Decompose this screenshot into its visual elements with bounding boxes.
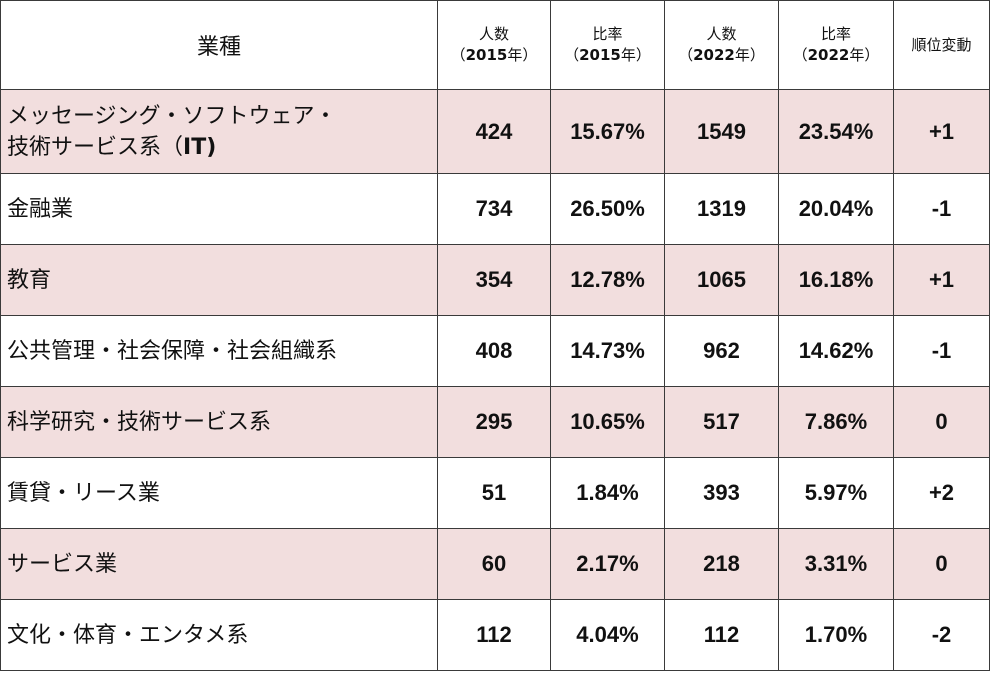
count-2022-cell: 1065	[664, 244, 779, 316]
industry-cell: 科学研究・技術サービス系	[0, 386, 438, 458]
header-row: 業種 人数 （2015年） 比率 （2015年） 人数 （2022年） 比率 （…	[0, 0, 990, 90]
count-2022-cell: 1319	[664, 173, 779, 245]
ratio-2015-cell: 26.50%	[550, 173, 665, 245]
header-label: 人数	[706, 25, 737, 43]
industry-line-1: メッセージング・ソフトウェア・	[7, 103, 337, 129]
count-2015-cell: 424	[437, 89, 551, 174]
rank-change-cell: -2	[893, 599, 990, 671]
ratio-2015-cell: 14.73%	[550, 315, 665, 387]
count-2022-cell: 1549	[664, 89, 779, 174]
count-2015-cell: 354	[437, 244, 551, 316]
industry-cell: 賃貸・リース業	[0, 457, 438, 529]
header-year: 2022	[693, 46, 735, 64]
paren-close: ）	[864, 46, 880, 64]
count-2022-cell: 393	[664, 457, 779, 529]
rank-change-cell: 0	[893, 528, 990, 600]
table-row: 賃貸・リース業 51 1.84% 393 5.97% +2	[0, 457, 990, 529]
header-year-unit: 年	[620, 46, 636, 64]
industry-cell: 文化・体育・エンタメ系	[0, 599, 438, 671]
ratio-2015-cell: 15.67%	[550, 89, 665, 174]
paren-open: （	[450, 46, 466, 64]
header-label: 比率	[592, 25, 623, 43]
industry-line-2: 技術サービス系（IT)	[7, 132, 437, 163]
header-year: 2015	[465, 46, 508, 64]
ratio-2022-cell: 1.70%	[778, 599, 894, 671]
industry-cell: メッセージング・ソフトウェア・ 技術サービス系（IT)	[0, 89, 438, 174]
industry-cell: サービス業	[0, 528, 438, 600]
header-year-line: （2015年）	[551, 45, 664, 66]
ratio-2022-cell: 14.62%	[778, 315, 894, 387]
paren-close: ）	[635, 46, 651, 64]
industry-line-2-abbr: IT)	[183, 134, 217, 160]
count-2022-cell: 112	[664, 599, 779, 671]
header-ratio-2022: 比率 （2022年）	[778, 0, 894, 90]
ratio-2022-cell: 7.86%	[778, 386, 894, 458]
table-row: 公共管理・社会保障・社会組織系 408 14.73% 962 14.62% -1	[0, 315, 990, 387]
ratio-2022-cell: 3.31%	[778, 528, 894, 600]
ratio-2022-cell: 5.97%	[778, 457, 894, 529]
paren-open: （	[678, 46, 694, 64]
table-row: 科学研究・技術サービス系 295 10.65% 517 7.86% 0	[0, 386, 990, 458]
count-2015-cell: 60	[437, 528, 551, 600]
count-2015-cell: 295	[437, 386, 551, 458]
industry-cell: 公共管理・社会保障・社会組織系	[0, 315, 438, 387]
header-industry: 業種	[0, 0, 438, 90]
paren-open: （	[792, 46, 808, 64]
header-rank-change: 順位変動	[893, 0, 990, 90]
header-year: 2022	[807, 46, 850, 64]
rank-change-cell: +1	[893, 89, 990, 174]
count-2022-cell: 962	[664, 315, 779, 387]
header-ratio-2015: 比率 （2015年）	[550, 0, 665, 90]
table-row: メッセージング・ソフトウェア・ 技術サービス系（IT) 424 15.67% 1…	[0, 89, 990, 174]
rank-change-cell: -1	[893, 315, 990, 387]
ratio-2022-cell: 20.04%	[778, 173, 894, 245]
ratio-2015-cell: 2.17%	[550, 528, 665, 600]
header-year-unit: 年	[849, 46, 865, 64]
paren-close: ）	[522, 46, 538, 64]
table-row: 金融業 734 26.50% 1319 20.04% -1	[0, 173, 990, 245]
header-label: 比率	[820, 25, 851, 43]
ratio-2015-cell: 1.84%	[550, 457, 665, 529]
industry-cell: 教育	[0, 244, 438, 316]
ratio-2015-cell: 12.78%	[550, 244, 665, 316]
count-2022-cell: 218	[664, 528, 779, 600]
industry-cell: 金融業	[0, 173, 438, 245]
header-count-2015: 人数 （2015年）	[437, 0, 551, 90]
header-year-line: （2015年）	[438, 45, 550, 66]
header-year-line: （2022年）	[779, 45, 893, 66]
paren-close: ）	[749, 46, 765, 64]
rank-change-cell: -1	[893, 173, 990, 245]
industry-line-2-text: 技術サービス系（	[7, 134, 184, 160]
ratio-2022-cell: 23.54%	[778, 89, 894, 174]
count-2015-cell: 112	[437, 599, 551, 671]
table-row: 教育 354 12.78% 1065 16.18% +1	[0, 244, 990, 316]
header-year: 2015	[579, 46, 621, 64]
header-year-line: （2022年）	[665, 45, 778, 66]
count-2022-cell: 517	[664, 386, 779, 458]
ratio-2015-cell: 10.65%	[550, 386, 665, 458]
header-label: 人数	[478, 25, 509, 43]
count-2015-cell: 734	[437, 173, 551, 245]
header-count-2022: 人数 （2022年）	[664, 0, 779, 90]
header-year-unit: 年	[507, 46, 523, 64]
header-year-unit: 年	[734, 46, 750, 64]
table-row: サービス業 60 2.17% 218 3.31% 0	[0, 528, 990, 600]
table-row: 文化・体育・エンタメ系 112 4.04% 112 1.70% -2	[0, 599, 990, 671]
rank-change-cell: +1	[893, 244, 990, 316]
rank-change-cell: 0	[893, 386, 990, 458]
ratio-2022-cell: 16.18%	[778, 244, 894, 316]
count-2015-cell: 408	[437, 315, 551, 387]
rank-change-cell: +2	[893, 457, 990, 529]
ratio-2015-cell: 4.04%	[550, 599, 665, 671]
count-2015-cell: 51	[437, 457, 551, 529]
paren-open: （	[564, 46, 580, 64]
